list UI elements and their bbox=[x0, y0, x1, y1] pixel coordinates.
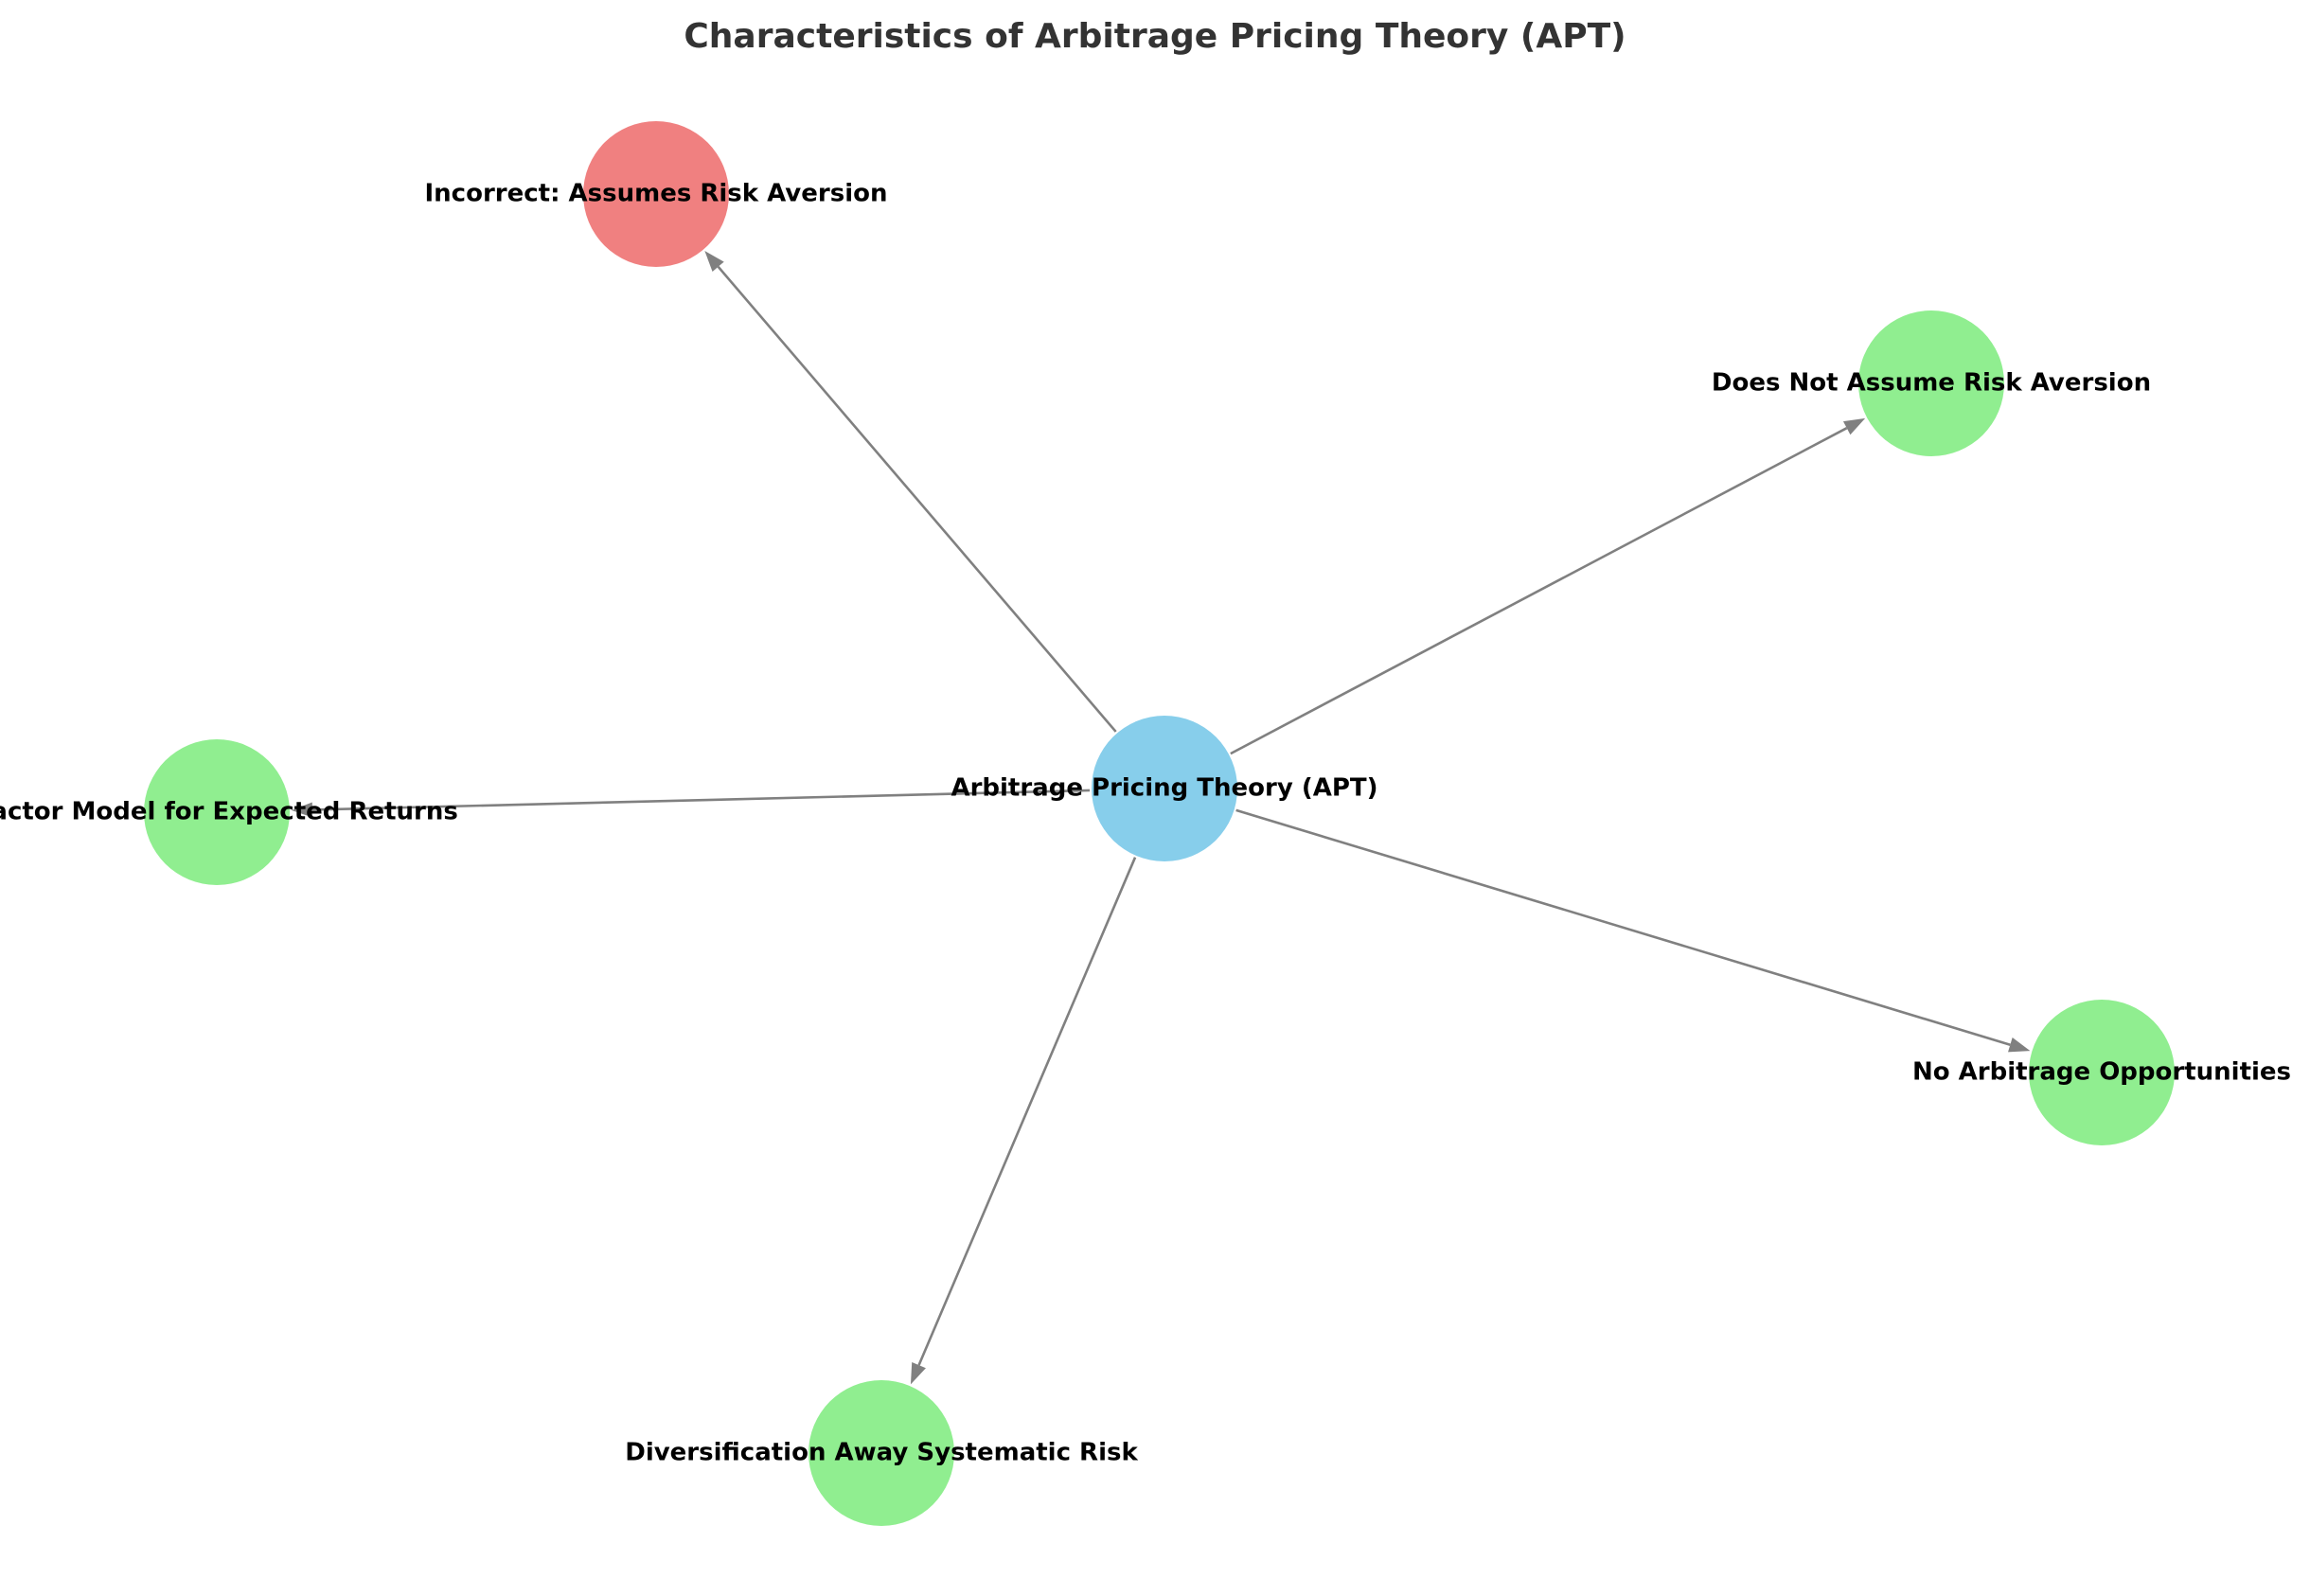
node-apt bbox=[1092, 716, 1237, 861]
node-incorrect-risk bbox=[583, 121, 729, 267]
edge-apt-to-factor-model bbox=[311, 789, 1091, 811]
arrowhead-no-risk-aversion bbox=[1842, 417, 1866, 435]
node-label-factor-model: Factor Model for Expected Returns bbox=[0, 798, 458, 826]
edge-apt-to-incorrect-risk bbox=[717, 265, 1117, 733]
node-factor-model bbox=[144, 739, 290, 885]
node-label-no-risk-aversion: Does Not Assume Risk Aversion bbox=[1712, 369, 2151, 398]
node-label-apt: Arbitrage Pricing Theory (APT) bbox=[951, 774, 1377, 803]
arrowhead-diversification bbox=[910, 1361, 926, 1385]
diagram-title: Characteristics of Arbitrage Pricing The… bbox=[684, 17, 1626, 56]
node-no-arbitrage bbox=[2029, 1000, 2175, 1145]
edge-apt-to-no-risk-aversion bbox=[1230, 427, 1848, 755]
edge-layer bbox=[291, 251, 2031, 1385]
node-label-incorrect-risk: Incorrect: Assumes Risk Aversion bbox=[425, 180, 888, 208]
arrowhead-incorrect-risk bbox=[704, 251, 724, 272]
node-label-no-arbitrage: No Arbitrage Opportunities bbox=[1912, 1058, 2291, 1087]
edge-apt-to-no-arbitrage bbox=[1235, 808, 2011, 1046]
node-no-risk-aversion bbox=[1858, 310, 2004, 456]
node-layer bbox=[144, 121, 2175, 1526]
arrowhead-no-arbitrage bbox=[2008, 1037, 2031, 1053]
node-diversification bbox=[808, 1380, 954, 1526]
arrowhead-factor-model bbox=[291, 802, 313, 818]
node-label-diversification: Diversification Away Systematic Risk bbox=[625, 1439, 1138, 1467]
label-layer: Arbitrage Pricing Theory (APT) Incorrect:… bbox=[0, 180, 2291, 1467]
edge-apt-to-diversification bbox=[917, 857, 1137, 1366]
